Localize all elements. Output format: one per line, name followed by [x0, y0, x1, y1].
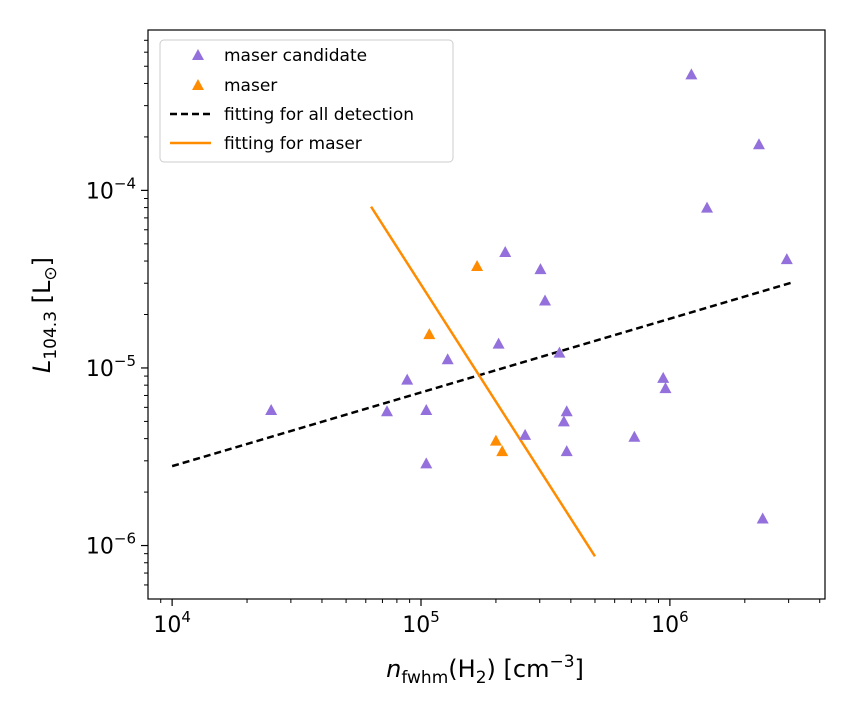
point-maser-candidate [265, 403, 278, 415]
legend-marker-maser [192, 79, 204, 90]
point-maser-candidate [553, 346, 566, 358]
y-label-close: ] [28, 257, 56, 266]
point-maser [471, 260, 484, 272]
x-tick-label: 105 [402, 608, 440, 638]
x-label-main: n [386, 655, 401, 683]
y-tick-label: 10−6 [86, 530, 136, 560]
point-maser-candidate [685, 68, 698, 80]
y-tick-label: 10−4 [86, 174, 136, 204]
point-maser-candidate [441, 353, 454, 365]
point-maser-candidate [756, 512, 769, 524]
legend-label-all-detection: fitting for all detection [224, 105, 414, 125]
point-maser-candidate [401, 373, 414, 385]
point-maser-candidate [420, 403, 433, 415]
y-label-units: [L [28, 280, 56, 311]
axis-ticks: 104 105 106 10−6 10−5 10−4 [86, 39, 821, 638]
point-maser-candidate [539, 294, 552, 306]
point-maser-candidate [560, 445, 573, 457]
y-label-sun-subscript: ⊙ [41, 266, 61, 280]
point-maser-candidate [560, 405, 573, 417]
point-maser-candidate [420, 457, 433, 469]
fit-lines [171, 205, 795, 557]
point-maser-candidate [657, 371, 670, 383]
point-maser-candidate [519, 428, 532, 440]
point-maser-candidate [628, 430, 641, 442]
legend-label-maser: maser [224, 76, 277, 96]
point-maser [423, 328, 436, 340]
fit-line-fitting-for-maser [370, 205, 597, 557]
x-label-units: ) [cm [487, 655, 550, 683]
x-label-exponent: −3 [549, 652, 574, 672]
point-maser-candidate [780, 253, 793, 265]
point-maser-candidate [492, 337, 505, 349]
svg-text:L104.3 [L⊙]: L104.3 [L⊙] [28, 257, 61, 373]
y-label-main: L [28, 360, 56, 373]
legend-label-maser-fit: fitting for maser [224, 134, 362, 154]
x-tick-label: 104 [153, 608, 191, 638]
x-label-subscript: fwhm [401, 668, 448, 688]
svg-text:nfwhm(H2) [cm−3]: nfwhm(H2) [cm−3] [386, 652, 584, 688]
point-maser-candidate [380, 405, 393, 417]
point-maser-candidate [557, 415, 570, 427]
x-label-h2-subscript: 2 [476, 668, 487, 688]
fit-line-fitting-for-all-detection [171, 280, 795, 468]
x-axis-label: nfwhm(H2) [cm−3] [386, 652, 584, 688]
point-maser [489, 434, 502, 446]
x-label-close: ] [575, 655, 584, 683]
x-label-rest: (H [448, 655, 475, 683]
x-tick-label: 106 [651, 608, 689, 638]
y-label-subscript: 104.3 [41, 311, 61, 360]
y-axis-label: L104.3 [L⊙] [28, 257, 61, 373]
point-maser-candidate [534, 263, 547, 275]
point-maser-candidate [499, 245, 512, 257]
data-points [265, 68, 793, 524]
legend: maser candidate maser fitting for all de… [159, 39, 454, 163]
legend-box [159, 39, 454, 163]
point-maser [496, 445, 509, 457]
point-maser-candidate [752, 138, 765, 150]
y-tick-label: 10−5 [86, 352, 136, 382]
legend-marker-maser-candidate [192, 49, 204, 60]
point-maser-candidate [659, 382, 672, 394]
legend-label-maser-candidate: maser candidate [224, 46, 367, 66]
point-maser-candidate [701, 201, 714, 213]
